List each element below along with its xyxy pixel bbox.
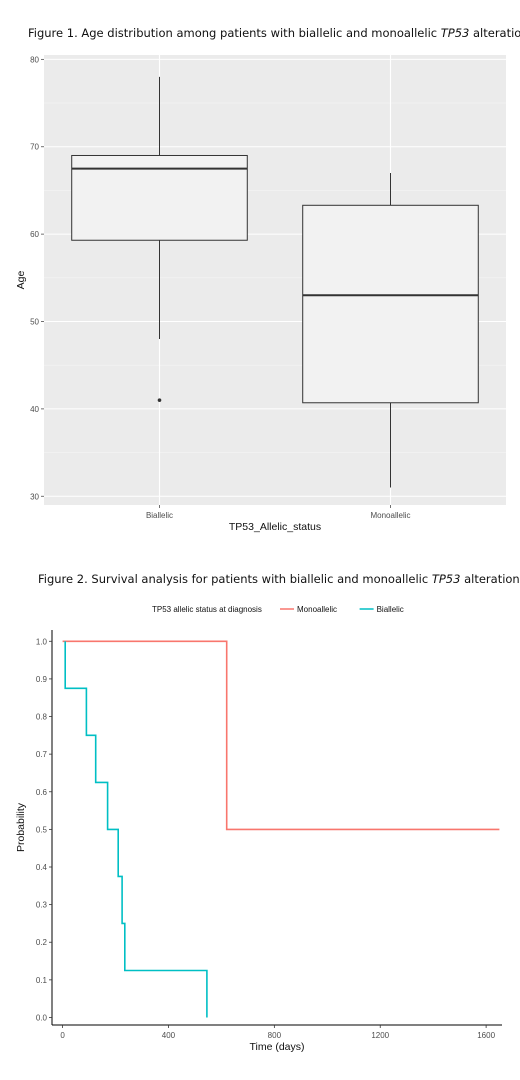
y-axis-title: Probability [15,802,27,852]
legend-title: TP53 allelic status at diagnosis [152,605,262,614]
x-tick-label: Biallelic [146,511,173,520]
x-tick-label: 0 [60,1031,65,1040]
box-iqr [302,204,479,404]
legend-label: Biallelic [377,605,404,614]
y-tick-label: 0.3 [36,901,48,910]
y-tick-label: 1.0 [36,637,48,646]
y-tick-label: 0.6 [36,788,48,797]
y-tick-label: 0.9 [36,675,48,684]
figure-1-title: Figure 1. Age distribution among patient… [28,26,520,40]
y-tick-label: 0.4 [36,863,48,872]
y-tick-label: 40 [30,405,39,414]
x-tick-label: 1200 [371,1031,389,1040]
y-tick-label: 70 [30,143,39,152]
x-tick-label: 1600 [477,1031,495,1040]
y-tick-label: 0.5 [36,825,48,834]
y-tick-label: 0.7 [36,750,48,759]
x-tick-label: Monoallelic [370,511,410,520]
survival-curve-monoallelic [62,640,500,831]
y-tick-label: 0.8 [36,713,48,722]
outlier-point [157,398,162,402]
y-tick-label: 60 [30,230,39,239]
figure-2-title: Figure 2. Survival analysis for patients… [38,572,520,586]
legend-label: Monoallelic [297,605,337,614]
y-tick-label: 30 [30,492,39,501]
x-tick-label: 800 [268,1031,282,1040]
x-axis-title: Time (days) [249,1041,304,1053]
x-axis-title: TP53_Allelic_status [229,521,321,533]
y-tick-label: 0.0 [36,1013,48,1022]
y-axis-title: Age [15,271,27,290]
survival-curve-biallelic [64,641,208,1018]
boxplot-chart: 30 40 50 60 70 80 Biallelic Monoallelic TP53_All… [15,55,506,533]
y-tick-label: 0.1 [36,976,48,985]
y-tick-label: 80 [30,55,39,64]
x-tick-label: 400 [162,1031,176,1040]
box-iqr [71,154,248,241]
y-tick-label: 0.2 [36,938,48,947]
y-tick-label: 50 [30,318,39,327]
